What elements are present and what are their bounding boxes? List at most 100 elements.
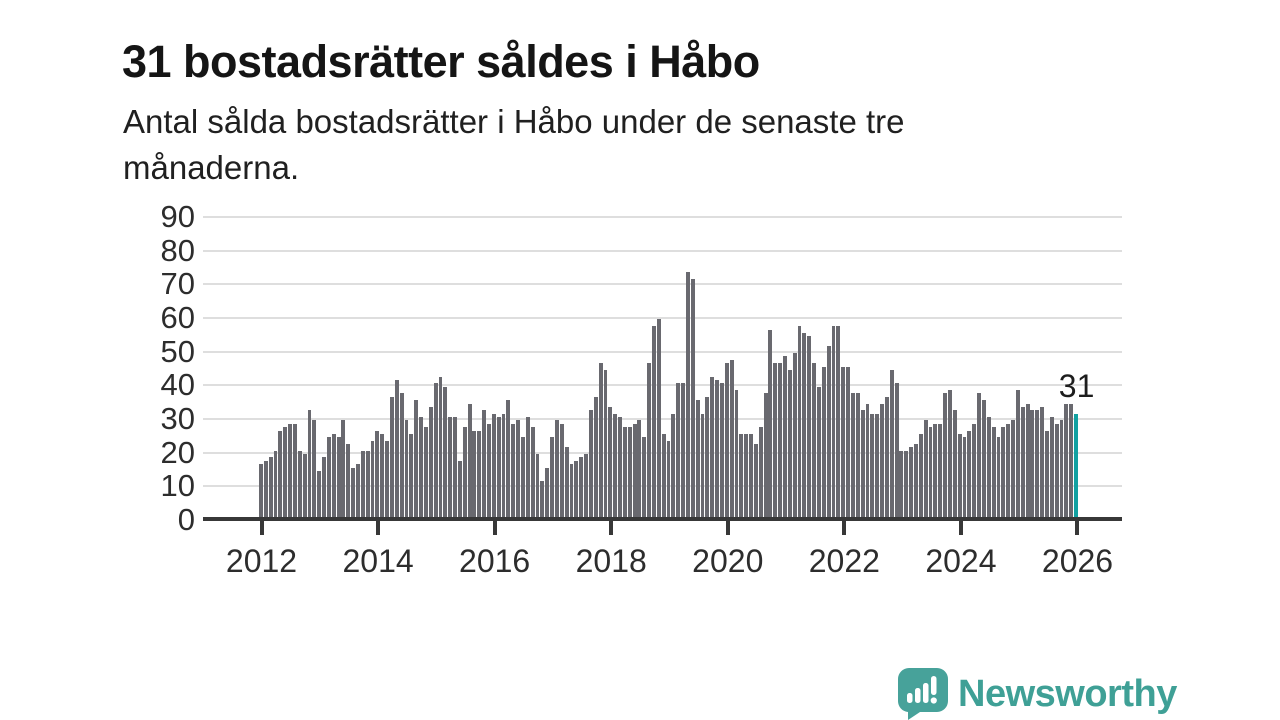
bar bbox=[574, 460, 579, 518]
bar bbox=[797, 326, 802, 518]
logo-bar-medium bbox=[915, 688, 921, 703]
bar bbox=[918, 433, 923, 518]
bar bbox=[283, 427, 288, 518]
bar bbox=[768, 329, 773, 518]
brand-name: Newsworthy bbox=[958, 672, 1177, 715]
bar bbox=[991, 427, 996, 518]
bar bbox=[1020, 406, 1025, 518]
chart-subtitle: Antal sålda bostadsrätter i Håbo under d… bbox=[123, 99, 904, 191]
bar bbox=[545, 467, 550, 518]
bar bbox=[482, 410, 487, 518]
bar bbox=[894, 383, 899, 518]
x-axis-tick bbox=[492, 521, 497, 535]
gridline bbox=[203, 283, 1122, 286]
bar bbox=[292, 423, 297, 518]
bar bbox=[550, 437, 554, 518]
bar bbox=[278, 430, 283, 518]
x-axis-label: 2018 bbox=[575, 543, 647, 579]
bar bbox=[569, 464, 574, 518]
bar bbox=[521, 437, 525, 518]
bar bbox=[676, 383, 681, 518]
x-axis-tick bbox=[1075, 521, 1080, 535]
bar bbox=[273, 450, 278, 518]
bar bbox=[875, 413, 880, 518]
gridline bbox=[203, 317, 1122, 319]
bar bbox=[317, 470, 322, 518]
bar bbox=[802, 332, 807, 518]
bar bbox=[962, 437, 967, 518]
brand-footer: Newsworthy bbox=[898, 668, 1177, 720]
subtitle-line-1: Antal sålda bostadsrätter i Håbo under d… bbox=[123, 103, 905, 140]
bar bbox=[661, 433, 666, 518]
bar bbox=[1025, 403, 1030, 518]
bar bbox=[642, 437, 647, 518]
bar bbox=[326, 437, 331, 518]
bar bbox=[681, 383, 686, 518]
x-axis-label: 2014 bbox=[342, 543, 414, 579]
y-axis-label: 20 bbox=[160, 434, 195, 470]
x-axis-tick bbox=[958, 521, 963, 535]
x-axis-label: 2012 bbox=[225, 543, 298, 579]
bar bbox=[496, 417, 501, 518]
bar bbox=[831, 326, 836, 518]
bar bbox=[729, 359, 734, 518]
x-axis-tick bbox=[842, 521, 847, 535]
bar bbox=[579, 457, 584, 518]
bar bbox=[870, 413, 875, 518]
bar bbox=[467, 403, 472, 518]
bar bbox=[855, 393, 860, 518]
bar bbox=[593, 396, 598, 518]
subtitle-line-2: månaderna. bbox=[123, 149, 300, 186]
bar bbox=[705, 396, 710, 518]
bar bbox=[540, 481, 545, 518]
bar bbox=[943, 393, 948, 518]
bar bbox=[559, 423, 564, 518]
x-axis-tick bbox=[609, 521, 614, 535]
bar bbox=[462, 427, 467, 518]
bar bbox=[433, 383, 438, 518]
bar bbox=[981, 400, 986, 518]
bar bbox=[365, 450, 370, 518]
bar bbox=[836, 326, 841, 518]
logo-bar-large bbox=[923, 683, 929, 703]
bar bbox=[632, 423, 637, 518]
bar bbox=[637, 420, 642, 518]
logo-bar-small bbox=[907, 693, 913, 703]
bar bbox=[1069, 403, 1074, 518]
y-axis-label: 40 bbox=[160, 367, 195, 403]
bar bbox=[860, 410, 865, 518]
bar bbox=[453, 417, 457, 518]
bar bbox=[584, 454, 588, 518]
x-axis-label: 2026 bbox=[1041, 543, 1114, 579]
bar bbox=[588, 410, 593, 518]
y-axis-label: 50 bbox=[160, 333, 195, 369]
y-axis-label: 60 bbox=[160, 300, 195, 335]
gridline bbox=[203, 216, 1122, 218]
bar bbox=[715, 380, 719, 518]
y-axis-label: 10 bbox=[160, 468, 195, 504]
x-axis-line bbox=[203, 517, 1122, 521]
bar bbox=[792, 353, 797, 518]
bar bbox=[409, 433, 414, 518]
bar bbox=[1035, 410, 1040, 518]
bar bbox=[695, 400, 700, 518]
bar bbox=[850, 393, 855, 518]
bar bbox=[477, 430, 482, 518]
bar bbox=[816, 386, 821, 518]
bar bbox=[1040, 406, 1045, 518]
bar bbox=[947, 390, 952, 518]
bar-series bbox=[259, 215, 1079, 518]
bar bbox=[724, 363, 729, 518]
bar bbox=[841, 366, 846, 518]
bar bbox=[1001, 427, 1006, 518]
bar bbox=[554, 420, 559, 518]
bar bbox=[1030, 410, 1035, 518]
bar bbox=[952, 410, 957, 518]
bar bbox=[297, 450, 302, 518]
bar bbox=[472, 430, 477, 518]
bar bbox=[1015, 390, 1020, 518]
bar bbox=[758, 427, 763, 518]
gridline bbox=[203, 384, 1122, 387]
bar bbox=[487, 423, 491, 518]
